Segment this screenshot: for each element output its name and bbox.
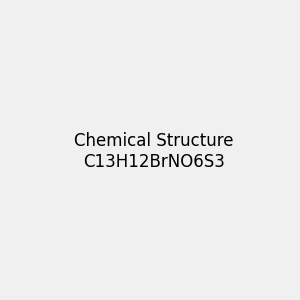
Text: Chemical Structure
C13H12BrNO6S3: Chemical Structure C13H12BrNO6S3 (74, 132, 233, 171)
